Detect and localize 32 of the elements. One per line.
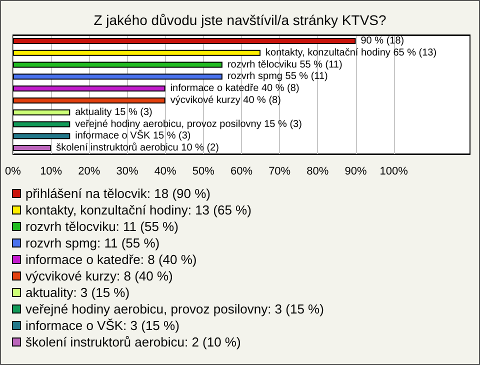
legend-label: veřejné hodiny aerobicu, provoz posilovny: 3 (15 %) bbox=[26, 302, 324, 316]
legend-label: informace o katedře: 8 (40 %) bbox=[26, 252, 197, 267]
x-tick-label: 30% bbox=[116, 166, 138, 178]
legend-label: přihlášení na tělocvik: 18 (90 %) bbox=[26, 186, 210, 201]
data-label: kontakty, konzultační hodiny 65 % (13) bbox=[266, 47, 437, 58]
legend-label: rozvrh tělocviku: 11 (55 %) bbox=[26, 219, 178, 234]
data-label: informace o katedře 40 % (8) bbox=[170, 83, 300, 94]
data-label: aktuality 15 % (3) bbox=[75, 106, 152, 118]
x-tick-label: 90% bbox=[344, 166, 367, 178]
data-label: veřejné hodiny aerobicu, provoz posilovny 15 % (3) bbox=[75, 118, 302, 130]
x-tick-label: 0% bbox=[5, 166, 22, 178]
data-label: školení instruktorů aerobicu 10 % (2) bbox=[56, 142, 219, 154]
x-tick-label: 100% bbox=[380, 166, 408, 178]
x-tick-label: 20% bbox=[78, 166, 100, 178]
legend-label: školení instruktorů aerobicu: 2 (10 %) bbox=[26, 334, 241, 350]
x-tick-label: 50% bbox=[192, 166, 215, 178]
chart-title: Z jakého důvodu jste navštívil/a stránky KTVS? bbox=[94, 12, 386, 28]
x-tick-label: 70% bbox=[268, 166, 291, 178]
x-tick-label: 10% bbox=[40, 166, 62, 178]
data-label: rozvrh spmg 55 % (11) bbox=[227, 71, 328, 82]
legend-label: rozvrh spmg: 11 (55 %) bbox=[26, 236, 160, 250]
legend-label: kontakty, konzultační hodiny: 13 (65 %) bbox=[26, 202, 252, 218]
legend-label: aktuality: 3 (15 %) bbox=[26, 285, 130, 300]
legend-label: informace o VŠK: 3 (15 %) bbox=[26, 318, 180, 333]
x-tick-label: 80% bbox=[306, 166, 329, 178]
data-label: výcvikové kurzy 40 % (8) bbox=[170, 94, 281, 106]
x-tick-label: 60% bbox=[230, 166, 253, 178]
data-label: informace o VŠK 15 % (3) bbox=[75, 130, 191, 142]
data-label: 90 % (18) bbox=[360, 35, 404, 46]
x-tick-label: 40% bbox=[154, 166, 177, 178]
data-label: rozvrh tělocviku 55 % (11) bbox=[227, 59, 342, 70]
legend-label: výcvikové kurzy: 8 (40 %) bbox=[26, 268, 173, 284]
